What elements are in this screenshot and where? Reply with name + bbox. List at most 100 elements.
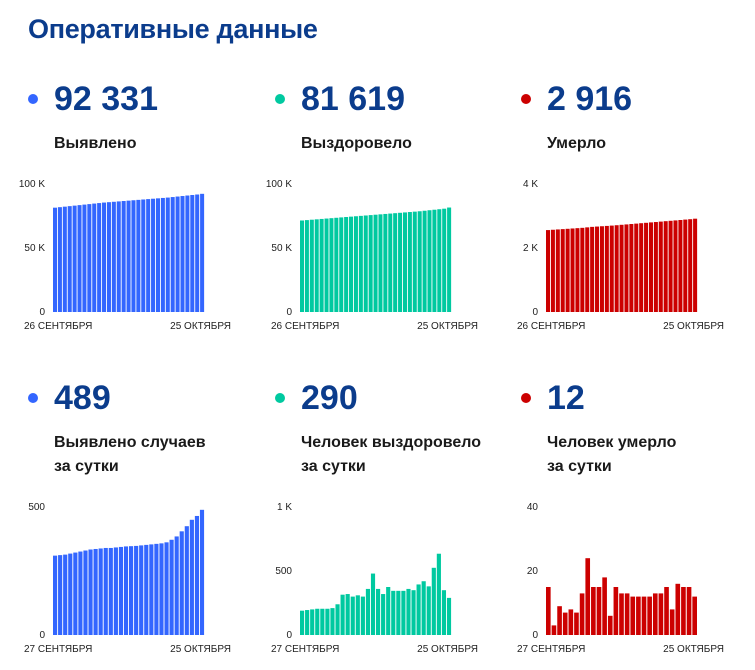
bar (422, 210, 427, 312)
bar (68, 553, 73, 635)
bar (345, 594, 350, 635)
bar (636, 596, 641, 635)
bar (335, 604, 340, 635)
bar (432, 209, 437, 312)
stat-label-line: Выявлено случаев (54, 434, 206, 451)
bar (319, 218, 324, 312)
bar (693, 218, 698, 312)
x-axis-end-label: 25 ОКТЯБРЯ (663, 321, 724, 332)
bar (131, 200, 136, 312)
bar (613, 587, 619, 635)
bar (585, 558, 591, 635)
bar (175, 196, 180, 312)
bar (116, 201, 121, 312)
bar (185, 195, 190, 312)
bar (98, 548, 103, 635)
bar (111, 201, 116, 312)
bar (72, 205, 77, 312)
bar (151, 198, 156, 312)
y-tick-label: 20 (527, 566, 539, 577)
bar (664, 587, 669, 635)
bar (663, 221, 668, 312)
x-axis-end-label: 25 ОКТЯБРЯ (663, 644, 724, 655)
bar (585, 227, 590, 312)
bar (546, 587, 551, 635)
stat-label-line: Человек выздоровело (301, 434, 482, 451)
bar (164, 542, 169, 635)
bar (93, 548, 98, 635)
bar (447, 207, 452, 312)
x-axis-start-label: 27 СЕНТЯБРЯ (24, 644, 92, 655)
bar (340, 594, 345, 635)
bar (190, 195, 195, 312)
bar (639, 223, 644, 312)
bar (108, 547, 113, 635)
bar (644, 222, 649, 312)
bar (398, 212, 403, 312)
bar (678, 220, 683, 312)
stat-label-line: за сутки (54, 458, 119, 475)
bar-chart-deaths: 0 2 K 4 K 26 СЕНТЯБРЯ 25 ОКТЯБРЯ (517, 179, 724, 332)
bar (416, 584, 421, 635)
stat-value: 2 916 (547, 80, 633, 118)
bullet-dot-icon (28, 393, 38, 403)
bar (339, 217, 344, 312)
bar (113, 547, 118, 635)
bar (320, 608, 325, 635)
bar (376, 588, 381, 635)
bar (67, 206, 72, 312)
bar (103, 547, 108, 635)
bar (658, 221, 663, 312)
bar (568, 609, 574, 635)
bar (184, 526, 189, 635)
y-tick-label: 4 K (523, 179, 538, 190)
y-tick-label: 100 K (266, 179, 292, 190)
bar (580, 227, 585, 312)
bar (551, 625, 557, 635)
bar (300, 220, 305, 312)
bar (170, 197, 175, 312)
bar (78, 551, 83, 635)
stat-label-line: Человек умерло (547, 434, 677, 451)
y-tick-label: 0 (39, 630, 45, 641)
stat-label: Умерло (547, 132, 606, 156)
bar (393, 213, 398, 312)
bar (57, 207, 62, 312)
bar (118, 546, 124, 635)
y-tick-label: 1 K (277, 502, 292, 513)
bar (310, 609, 315, 635)
bar (174, 536, 179, 635)
bar (407, 212, 412, 312)
y-tick-label: 0 (532, 307, 538, 318)
bar (383, 213, 388, 312)
y-tick-label: 500 (275, 566, 292, 577)
stat-label: Выявлено (54, 132, 136, 156)
bar (144, 544, 149, 635)
bar (555, 229, 560, 312)
stat-label-line: за сутки (301, 458, 366, 475)
x-axis-start-label: 27 СЕНТЯБРЯ (517, 644, 585, 655)
y-tick-label: 40 (527, 502, 539, 513)
bar (634, 223, 639, 312)
bar (149, 544, 154, 635)
bar (315, 608, 320, 635)
bar (391, 590, 396, 635)
bar (591, 587, 596, 635)
bar (396, 590, 401, 635)
bar (92, 203, 97, 312)
stat-value: 92 331 (54, 80, 158, 118)
bar (194, 515, 200, 635)
stat-label: Выявлено случаев за сутки (54, 431, 206, 479)
page-title: Оперативные данные (28, 14, 318, 44)
bar (421, 581, 426, 635)
bar (358, 215, 363, 312)
bar (406, 588, 411, 635)
bar (614, 225, 619, 312)
y-tick-label: 500 (28, 502, 45, 513)
bullet-dot-icon (521, 393, 531, 403)
y-tick-label: 0 (39, 307, 45, 318)
bullet-dot-icon (275, 94, 285, 104)
bar (155, 198, 160, 312)
bar (159, 543, 164, 635)
bar (165, 197, 170, 312)
